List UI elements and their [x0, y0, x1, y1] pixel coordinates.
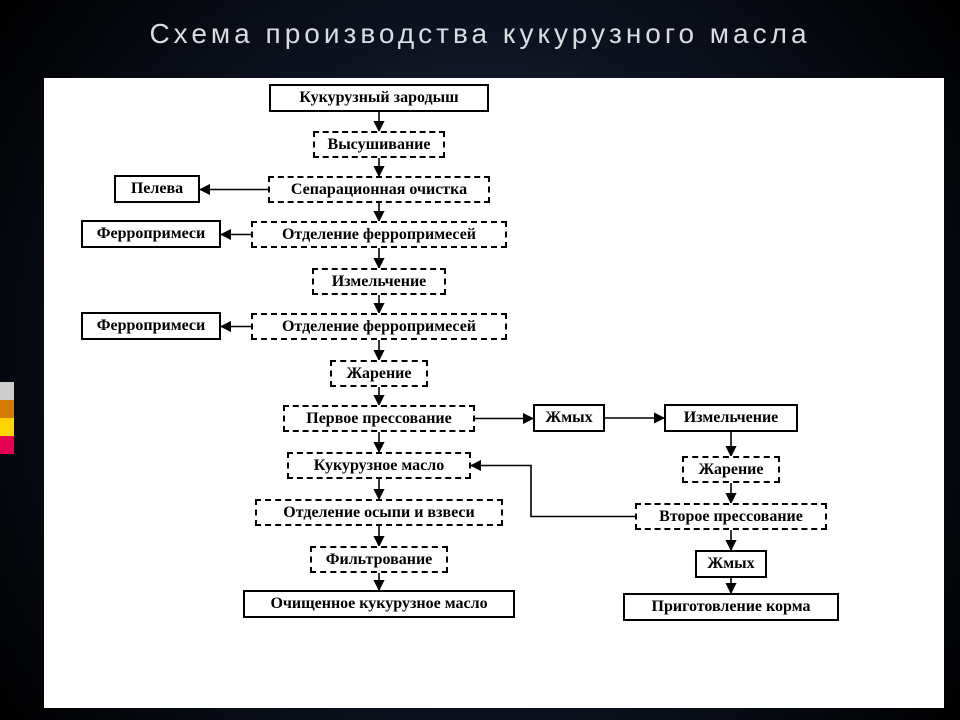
node-n10: Отделение осыпи и взвеси	[255, 499, 503, 526]
node-n4s: Ферропримеси	[81, 220, 221, 248]
node-n3: Сепарационная очистка	[268, 176, 490, 203]
accent-stripe-4	[0, 436, 14, 454]
node-n9r: Жарение	[682, 456, 780, 483]
node-n12: Очищенное кукурузное масло	[243, 590, 515, 618]
node-n11r: Жмых	[695, 550, 767, 578]
node-n10r: Второе прессование	[635, 503, 827, 530]
accent-stripe-3	[0, 418, 14, 436]
node-n7: Жарение	[330, 360, 428, 387]
accent-stripe-2	[0, 400, 14, 418]
node-n4: Отделение ферропримесей	[251, 221, 507, 248]
node-n8: Первое прессование	[283, 405, 475, 432]
node-n3s: Пелева	[114, 175, 200, 203]
node-n8r2: Измельчение	[664, 404, 798, 432]
node-n6: Отделение ферропримесей	[251, 313, 507, 340]
page-title: Схема производства кукурузного масла	[140, 18, 820, 50]
node-n11: Фильтрование	[310, 546, 448, 573]
node-n6s: Ферропримеси	[81, 312, 221, 340]
node-n2: Высушивание	[313, 131, 445, 158]
node-n1: Кукурузный зародыш	[269, 84, 489, 112]
stage: Схема производства кукурузного масла Кук…	[0, 0, 960, 720]
node-n8r: Жмых	[533, 404, 605, 432]
node-n12r: Приготовление корма	[623, 593, 839, 621]
node-n5: Измельчение	[312, 268, 446, 295]
accent-stripe-1	[0, 382, 14, 400]
flowchart-canvas: Кукурузный зародыш Высушивание Сепарационн…	[44, 78, 944, 708]
node-n9: Кукурузное масло	[287, 452, 471, 479]
